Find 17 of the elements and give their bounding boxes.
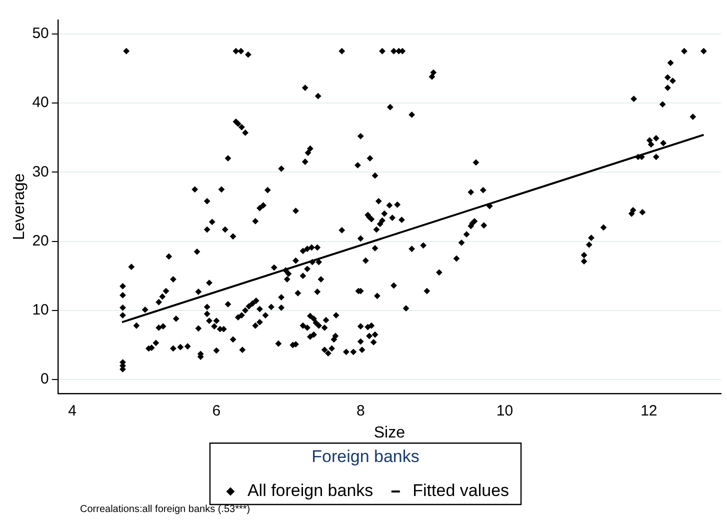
x-tick-label: 10 [496, 402, 514, 420]
y-tick-label: 30 [32, 163, 49, 180]
y-tick-label: 20 [32, 232, 49, 250]
legend-label: Fitted values [412, 481, 510, 500]
y-tick-label: 50 [32, 24, 49, 42]
x-tick-label: 8 [356, 402, 365, 420]
y-tick-label: 0 [40, 370, 49, 388]
x-tick-label: 4 [68, 402, 76, 420]
x-tick-label: 12 [640, 402, 658, 420]
y-axis-title: Leverage [11, 173, 28, 240]
y-tick-label: 40 [32, 94, 49, 112]
legend-title: Foreign banks [312, 446, 420, 466]
text: Correalations:all foreign banks (.53***) [80, 504, 250, 515]
x-tick-label: 6 [212, 402, 221, 420]
legend-label: All foreign banks [247, 481, 374, 500]
x-axis-title: Size [374, 424, 406, 442]
y-tick-label: 10 [32, 302, 49, 319]
